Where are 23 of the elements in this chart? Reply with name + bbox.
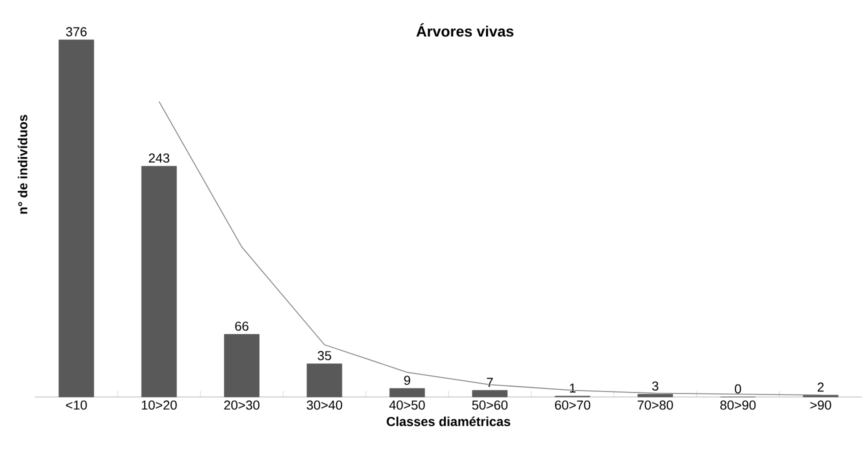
data-label: 1 bbox=[570, 384, 576, 393]
x-tick-label: 80>90 bbox=[720, 400, 756, 410]
x-tick-label: >90 bbox=[810, 400, 832, 410]
data-label: 9 bbox=[404, 376, 410, 385]
data-label: 0 bbox=[734, 384, 742, 394]
x-tick-label: 30>40 bbox=[306, 400, 342, 410]
chart-title: Árvores vivas bbox=[416, 23, 514, 37]
x-tick-label: 70>80 bbox=[638, 400, 673, 410]
x-tick-label: 60>70 bbox=[555, 400, 590, 410]
x-tick-label: 50>60 bbox=[472, 400, 508, 410]
data-label: 243 bbox=[148, 153, 170, 163]
x-axis-title: Classes diamétricas bbox=[386, 416, 510, 426]
x-tick-label: 20>30 bbox=[224, 400, 260, 410]
data-label: 35 bbox=[318, 351, 332, 360]
data-label: 376 bbox=[66, 27, 87, 36]
x-tick-label: 40>50 bbox=[389, 400, 425, 410]
x-tick-label: <10 bbox=[66, 400, 87, 410]
y-axis-title: n° de indivíduos bbox=[18, 114, 28, 214]
data-label: 2 bbox=[818, 382, 824, 392]
data-label: 66 bbox=[235, 322, 248, 331]
x-tick-label: 10>20 bbox=[142, 400, 177, 410]
data-label: 3 bbox=[652, 381, 658, 391]
data-label: 7 bbox=[486, 378, 493, 387]
